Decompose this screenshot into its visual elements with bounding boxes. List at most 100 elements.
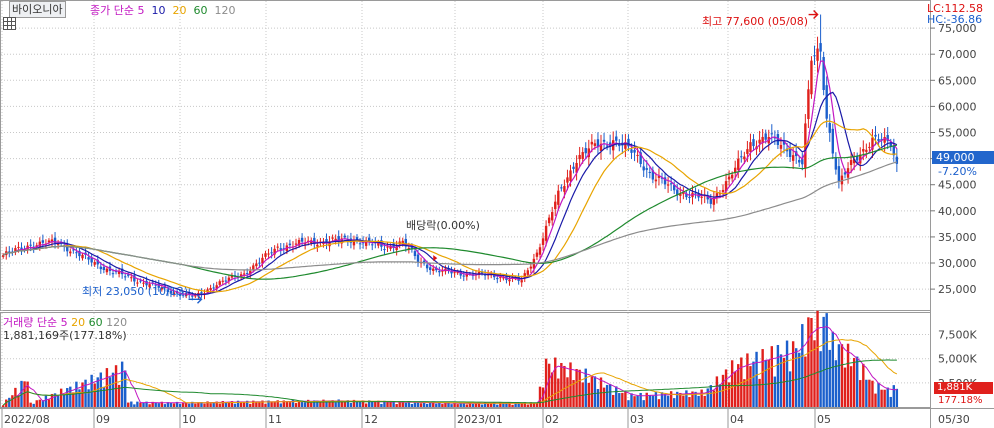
candle-body [404, 238, 407, 247]
volume-bar [627, 400, 630, 407]
volume-bar [288, 402, 292, 407]
volume-bar [163, 404, 167, 407]
volume-bar [178, 403, 182, 407]
price-tick-label: 65,000 [938, 74, 977, 87]
volume-bar [404, 402, 407, 407]
volume-bar [840, 344, 844, 407]
volume-bar [59, 388, 63, 407]
vlegend-ma120: 120 [106, 316, 128, 329]
candle-body [87, 257, 90, 260]
candle-body [172, 292, 176, 296]
volume-bar [791, 341, 795, 407]
volume-bar [852, 357, 856, 407]
volume-bar [322, 399, 325, 407]
volume-bar [93, 383, 96, 407]
volume-bar [69, 386, 72, 407]
volume-bar [261, 400, 264, 407]
candle-body [185, 293, 188, 296]
stock-name-box[interactable]: 바이오니아 [9, 1, 66, 18]
high-arrow [808, 10, 819, 20]
volume-bar [87, 389, 90, 407]
volume-bar [197, 402, 200, 407]
candle-body [215, 285, 218, 289]
candle-body [779, 144, 783, 149]
candle-body [746, 149, 749, 154]
candle-body [734, 167, 737, 173]
candle-body [166, 289, 170, 293]
volume-bar [41, 400, 45, 407]
volume-bar [529, 402, 533, 407]
candle-body [837, 166, 841, 182]
volume-bar [828, 349, 831, 407]
volume-bar [361, 400, 365, 407]
candle-body [859, 154, 862, 164]
volume-bar [819, 351, 822, 407]
volume-bar [145, 401, 148, 407]
candle-body [688, 196, 691, 198]
candle-body [331, 237, 334, 239]
volume-bar [239, 402, 243, 407]
candle-body [785, 148, 789, 152]
volume-bar [246, 400, 249, 407]
candle-body [715, 193, 719, 198]
candle-body [846, 168, 850, 178]
grid-toggle-icon[interactable] [3, 17, 16, 30]
low-arrow [188, 294, 203, 304]
candle-body [883, 137, 886, 143]
x-tick-label: 05/30 [938, 413, 970, 426]
legend-ma60: 60 [193, 4, 208, 17]
volume-bar [319, 402, 322, 407]
candle-body [599, 143, 603, 152]
candle-body [642, 166, 645, 171]
volume-bar [166, 402, 170, 407]
candle-body [679, 193, 682, 196]
volume-bar [429, 402, 432, 407]
vlegend-ma5: 5 [60, 316, 68, 329]
volume-bar [307, 399, 310, 407]
candle-body [535, 252, 539, 257]
volume-bar [200, 402, 203, 407]
volume-bar [157, 403, 160, 407]
candle-body [246, 273, 249, 275]
candle-body [615, 136, 618, 141]
candle-body [395, 246, 398, 251]
volume-bar [401, 402, 404, 407]
volume-bar [120, 361, 124, 407]
volume-bar [807, 317, 810, 407]
volume-bar [413, 401, 417, 407]
legend-prefix: 종가 단순 [90, 4, 134, 17]
volume-bar [337, 399, 340, 407]
volume-bar [380, 403, 383, 407]
volume-bar [572, 380, 575, 407]
candle-body [29, 244, 32, 246]
volume-bar [523, 402, 526, 407]
volume-bar [349, 403, 353, 407]
candle-body [75, 252, 78, 254]
volume-bar [593, 376, 597, 407]
candle-body [303, 243, 307, 245]
volume-bar [35, 400, 38, 407]
volume-bar [233, 403, 237, 407]
volume-bar [843, 367, 847, 407]
candle-body [648, 171, 651, 173]
candle-body [99, 266, 102, 270]
volume-bar [236, 400, 240, 407]
candle-body [840, 175, 844, 185]
volume-bar [371, 402, 374, 407]
volume-bar [221, 401, 224, 407]
candle-body [862, 149, 865, 152]
candle-body [630, 149, 633, 153]
volume-bar [117, 384, 121, 407]
volume-bar [883, 389, 886, 407]
candle-body [364, 240, 368, 246]
volume-bar [291, 400, 295, 407]
volume-bar [72, 392, 75, 407]
x-tick-label: 09 [96, 413, 110, 426]
candle-body [544, 225, 548, 241]
volume-bar [188, 403, 191, 407]
volume-bar [795, 348, 798, 407]
volume-bar [590, 376, 594, 407]
candle-body [877, 139, 880, 142]
volume-bar [99, 372, 102, 407]
volume-bar [865, 379, 868, 407]
